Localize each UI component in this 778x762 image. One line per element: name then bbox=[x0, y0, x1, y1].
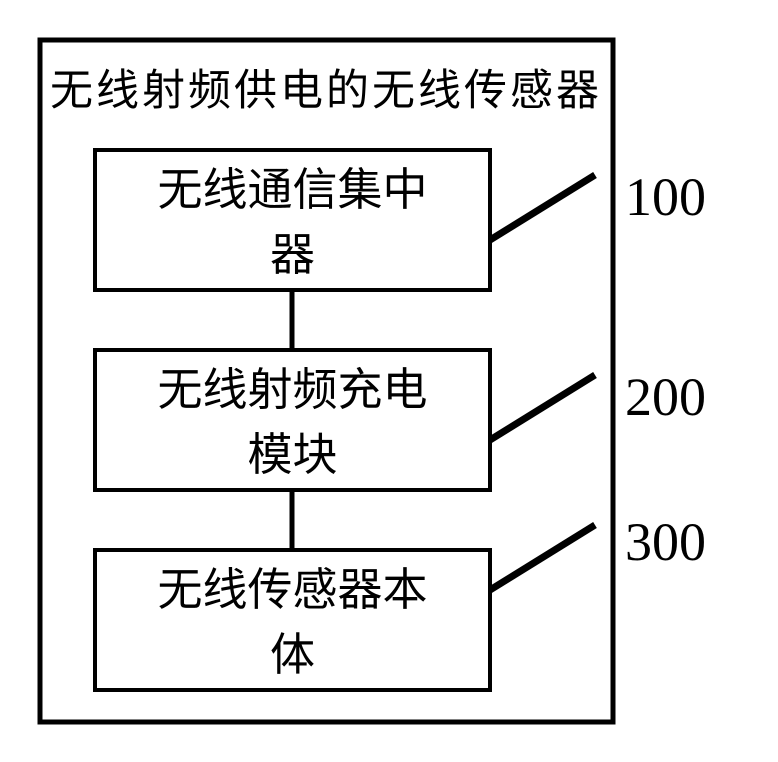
node-label-line2: 模块 bbox=[247, 430, 337, 480]
diagram-title: 无线射频供电的无线传感器 bbox=[50, 68, 602, 115]
node-label-line1: 无线传感器本 bbox=[157, 565, 427, 615]
node-label-line1: 无线通信集中 bbox=[157, 165, 427, 215]
node-label-line1: 无线射频充电 bbox=[157, 365, 427, 415]
ref-label: 100 bbox=[625, 167, 706, 227]
ref-label: 300 bbox=[625, 512, 706, 572]
node-label-line2: 器 bbox=[270, 230, 315, 280]
ref-label: 200 bbox=[625, 367, 706, 427]
node-label-line2: 体 bbox=[270, 630, 315, 680]
